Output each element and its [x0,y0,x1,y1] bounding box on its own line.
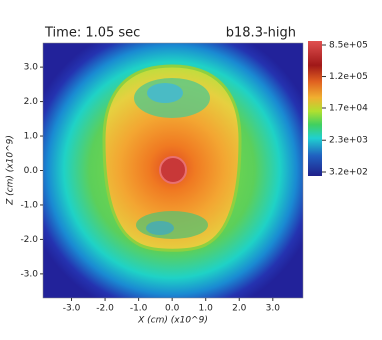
colorbar-tick-label: 1.7e+04 [329,104,368,114]
colorbar-tick-label: 2.3e+03 [329,136,368,146]
colorbar [308,41,322,176]
y-tick-label: 0.0 [24,166,39,176]
y-axis-label: Z (cm) (x10^9) [6,135,16,206]
x-tick-label: 1.0 [199,304,214,314]
title: Time: 1.05 sec [44,26,140,41]
colorbar-tick-label: 8.5e+05 [329,41,368,51]
x-tick-label: 0.0 [165,304,180,314]
heatmap-image [43,43,303,298]
x-axis-label: X (cm) (x10^9) [137,316,208,326]
colorbar-tick-label: 1.2e+05 [329,72,368,82]
x-tick-label: -3.0 [63,304,81,314]
y-tick-label: -2.0 [20,235,38,245]
colorbar-tick-label: 3.2e+02 [329,168,368,178]
x-tick-label: 2.0 [232,304,247,314]
x-tick-label: -1.0 [130,304,148,314]
subtitle: b18.3-high [226,26,296,41]
y-tick-label: -3.0 [20,269,38,279]
y-tick-label: -1.0 [20,200,38,210]
x-tick-label: -2.0 [96,304,114,314]
y-tick-label: 2.0 [24,97,39,107]
x-tick-label: 3.0 [266,304,281,314]
y-tick-label: 3.0 [24,63,39,73]
y-tick-label: 1.0 [24,132,39,142]
